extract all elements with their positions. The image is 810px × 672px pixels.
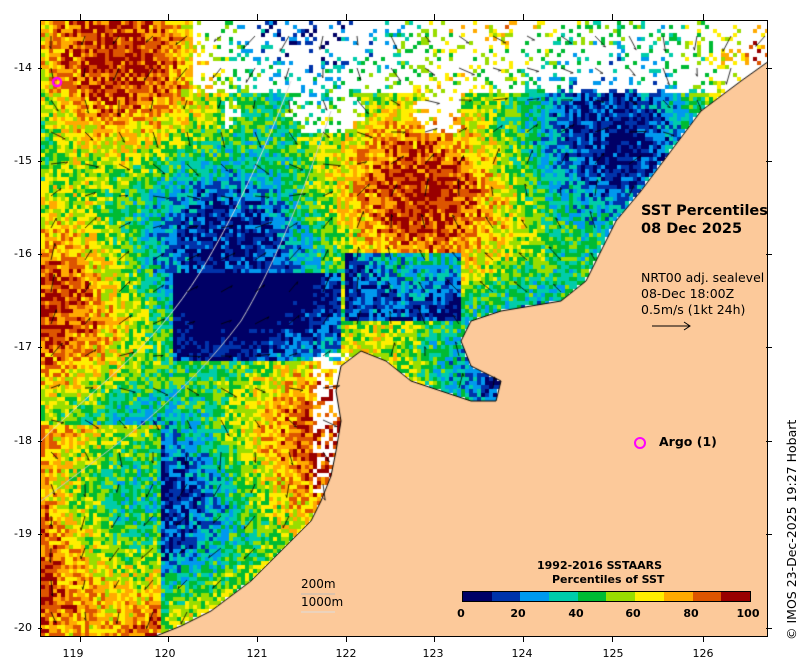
map-date: 08 Dec 2025 (641, 221, 743, 237)
x-tick-mark (168, 637, 169, 642)
depth-1000m-label: 1000m (301, 595, 344, 609)
colorbar-segment (721, 592, 750, 601)
y-tick-label: -16 (14, 247, 32, 260)
x-tick-mark (612, 14, 613, 20)
y-tick-mark (766, 628, 772, 629)
colorbar-label: 100 (736, 607, 760, 620)
colorbar-segment (577, 592, 607, 601)
y-tick-mark (766, 441, 772, 442)
y-tick-mark (38, 347, 42, 348)
y-tick-label: -19 (14, 527, 32, 540)
colorbar-segment (635, 592, 664, 601)
x-tick-label: 123 (422, 647, 444, 660)
depth-1000m-line-icon (301, 611, 335, 613)
colorbar-segment (663, 592, 693, 601)
x-tick-mark (346, 637, 347, 642)
x-tick-mark (80, 637, 81, 642)
x-tick-mark (434, 637, 435, 642)
colorbar-label: 20 (510, 607, 526, 620)
argo-float-icon (634, 437, 646, 449)
x-tick-mark (257, 14, 258, 20)
colorbar-label: 40 (568, 607, 584, 620)
colorbar-label: 80 (683, 607, 699, 620)
y-tick-label: -20 (14, 621, 32, 634)
y-tick-mark (38, 534, 42, 535)
y-tick-mark (38, 161, 42, 162)
y-tick-mark (766, 254, 772, 255)
y-tick-label: -14 (14, 61, 32, 74)
y-tick-mark (766, 68, 772, 69)
y-tick-mark (38, 441, 42, 442)
x-tick-mark (703, 14, 704, 20)
colorbar-label: 0 (457, 607, 465, 620)
current-scale-arrow-icon (652, 321, 691, 331)
x-tick-label: 122 (335, 647, 357, 660)
x-tick-label: 121 (246, 647, 268, 660)
x-tick-mark (257, 637, 258, 642)
y-tick-mark (38, 68, 42, 69)
colorbar-segment (491, 592, 521, 601)
colorbar-segment (606, 592, 636, 601)
currents-scale-label: 0.5m/s (1kt 24h) (641, 302, 746, 317)
map-title: SST Percentiles (641, 203, 768, 219)
depth-200m-label: 200m (301, 577, 336, 591)
colorbar-segment (692, 592, 722, 601)
colorbar-label: 60 (625, 607, 641, 620)
x-tick-label: 125 (602, 647, 624, 660)
x-tick-label: 124 (511, 647, 533, 660)
x-tick-mark (168, 14, 169, 20)
x-tick-mark (346, 14, 347, 20)
x-tick-label: 120 (154, 647, 176, 660)
colorbar-segment (463, 592, 492, 601)
y-tick-label: -15 (14, 154, 32, 167)
copyright-notice: © IMOS 23-Dec-2025 19:27 Hobart (784, 419, 799, 640)
colorbar-subtitle: Percentiles of SST (552, 573, 665, 586)
x-tick-mark (523, 14, 524, 20)
y-tick-mark (766, 347, 772, 348)
depth-200m-line-icon (301, 593, 335, 595)
currents-source-label: NRT00 adj. sealevel (641, 270, 765, 285)
y-tick-mark (38, 254, 42, 255)
y-tick-mark (766, 161, 772, 162)
sst-percentile-map[interactable] (41, 21, 767, 636)
x-tick-label: 119 (62, 647, 84, 660)
map-frame[interactable] (40, 20, 768, 637)
currents-time-label: 08-Dec 18:00Z (641, 286, 735, 301)
colorbar-segment (549, 592, 578, 601)
x-tick-label: 126 (692, 647, 714, 660)
y-tick-mark (38, 628, 42, 629)
x-tick-mark (80, 14, 81, 20)
x-tick-mark (612, 637, 613, 642)
y-tick-label: -17 (14, 340, 32, 353)
x-tick-mark (434, 14, 435, 20)
argo-legend-label: Argo (1) (659, 434, 717, 449)
colorbar-title: 1992-2016 SSTAARS (537, 559, 663, 572)
percentile-colorbar (462, 591, 751, 602)
y-tick-mark (766, 534, 772, 535)
x-tick-mark (703, 637, 704, 642)
colorbar-segment (520, 592, 550, 601)
y-tick-label: -18 (14, 434, 32, 447)
x-tick-mark (523, 637, 524, 642)
